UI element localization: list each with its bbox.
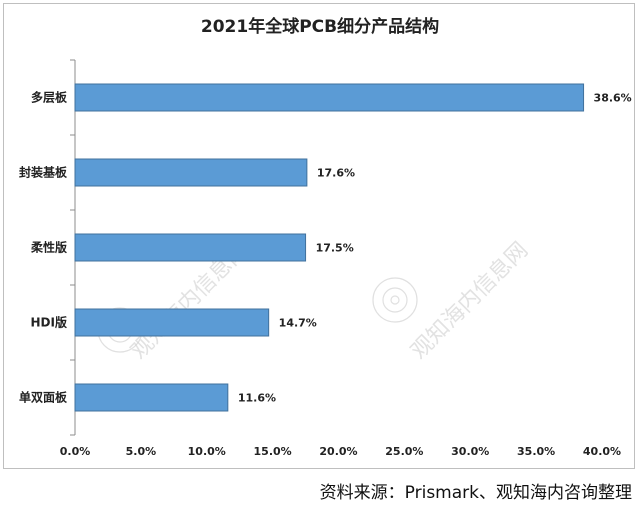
bar <box>74 233 307 262</box>
category-label: HDI版 <box>31 315 67 330</box>
x-tick-label: 15.0% <box>254 445 292 458</box>
value-label: 38.6% <box>594 92 632 105</box>
x-tick-label: 10.0% <box>188 445 226 458</box>
x-tick-label: 5.0% <box>126 445 157 458</box>
bar <box>74 83 585 112</box>
value-label: 14.7% <box>279 317 317 330</box>
x-tick-label: 25.0% <box>385 445 423 458</box>
bar <box>74 308 270 337</box>
watermark-1 <box>372 277 418 323</box>
value-label: 11.6% <box>238 392 276 405</box>
x-tick-label: 40.0% <box>583 445 621 458</box>
category-label: 封装基板 <box>19 165 68 180</box>
bar <box>74 383 229 412</box>
value-label: 17.5% <box>316 242 354 255</box>
x-tick-label: 35.0% <box>517 445 555 458</box>
x-tick-label: 30.0% <box>451 445 489 458</box>
source-note: 资料来源：Prismark、观知海内咨询整理 <box>319 483 632 503</box>
bars-layer <box>74 83 585 412</box>
watermark-text-1: 观知海内信息网 <box>407 238 534 365</box>
bar-chart: 观知海内信息网 观知海内信息网 0.0% 5.0% 10.0% 15.0% 20.0% 2… <box>19 59 632 459</box>
labels-layer: 0.0% 5.0% 10.0% 15.0% 20.0% 25.0% 30.0% 35.0% 40… <box>19 90 632 459</box>
x-tick-label: 20.0% <box>319 445 357 458</box>
value-label: 17.6% <box>317 167 355 180</box>
category-label: 单双面板 <box>19 390 68 405</box>
axis-layer <box>70 59 76 436</box>
chart-title: 2021年全球PCB细分产品结构 <box>200 17 440 37</box>
bar <box>74 158 308 187</box>
category-label: 柔性版 <box>30 240 67 255</box>
category-label: 多层板 <box>31 90 68 105</box>
x-tick-label: 0.0% <box>60 445 91 458</box>
